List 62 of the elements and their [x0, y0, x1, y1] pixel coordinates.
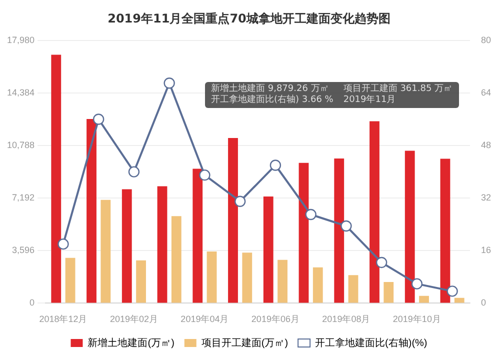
point: [58, 238, 69, 250]
legend-label: 开工拿地建面比(右轴)(%): [315, 336, 428, 349]
legend-label: 项目开工建面(万㎡): [201, 336, 288, 349]
y2-tick-label: 48: [480, 140, 492, 150]
annotation: 2019年11月: [343, 95, 397, 106]
bar: [404, 150, 415, 303]
y2-tick-label: 0: [480, 298, 486, 308]
y2-tick-label: 32: [480, 192, 492, 203]
point: [446, 286, 458, 297]
y-tick-label: 10,788: [6, 140, 35, 150]
bar: [192, 168, 203, 303]
x-tick-label: 2019年04月: [180, 314, 229, 324]
x-tick-label: 2019年02月: [110, 314, 158, 324]
x-tick-label: 2019年10月: [392, 314, 441, 324]
bar: [86, 119, 96, 303]
bar: [206, 251, 217, 303]
bar: [348, 275, 358, 303]
bar: [242, 252, 252, 303]
annotation: 项目开工建面 361.85 万㎡: [343, 84, 453, 94]
bar: [65, 258, 76, 303]
bar: [263, 196, 274, 303]
bar: [370, 121, 380, 303]
x-tick-label: 2019年06月: [251, 314, 300, 324]
annotation: 新增土地建面 9,879.26 万㎡: [211, 84, 330, 94]
bar: [171, 216, 182, 303]
bar: [122, 189, 132, 303]
y-tick-label: 14,384: [6, 87, 35, 98]
point: [164, 78, 175, 89]
bar: [419, 296, 429, 303]
bar: [157, 186, 168, 303]
y-tick-label: 7,192: [12, 192, 35, 203]
bar: [228, 138, 238, 303]
bar: [136, 260, 146, 303]
bar: [334, 158, 344, 303]
point: [234, 196, 246, 207]
bar: [51, 54, 62, 303]
x-tick-label: 2019年08月: [322, 314, 370, 324]
y2-tick-label: 16: [480, 245, 492, 256]
point: [92, 114, 104, 125]
bar: [312, 267, 323, 303]
point: [128, 166, 140, 178]
y-tick-label: 0: [30, 298, 35, 308]
y-tick-label: 17,980: [6, 34, 35, 45]
x-tick-label: 2018年12月: [39, 314, 88, 324]
point: [199, 169, 210, 181]
bar: [384, 282, 394, 303]
point: [376, 256, 388, 268]
y2-tick-label: 80: [480, 34, 492, 45]
chart-title: 2019年11月全国重点70城拿地开工建面变化趋势图: [108, 11, 390, 26]
y-tick-label: 3,596: [12, 245, 35, 256]
annotation: 开工拿地建面比(右轴) 3.66 %: [211, 95, 334, 106]
bar: [440, 158, 450, 303]
point: [340, 220, 352, 232]
bar: [100, 200, 111, 303]
point: [411, 278, 423, 290]
bar: [278, 260, 288, 303]
bar: [298, 162, 309, 303]
bar: [454, 298, 464, 303]
y2-tick-label: 64: [480, 87, 492, 98]
point: [305, 208, 316, 220]
point: [270, 160, 282, 171]
legend-label: 新增土地建面(万㎡): [88, 336, 174, 349]
